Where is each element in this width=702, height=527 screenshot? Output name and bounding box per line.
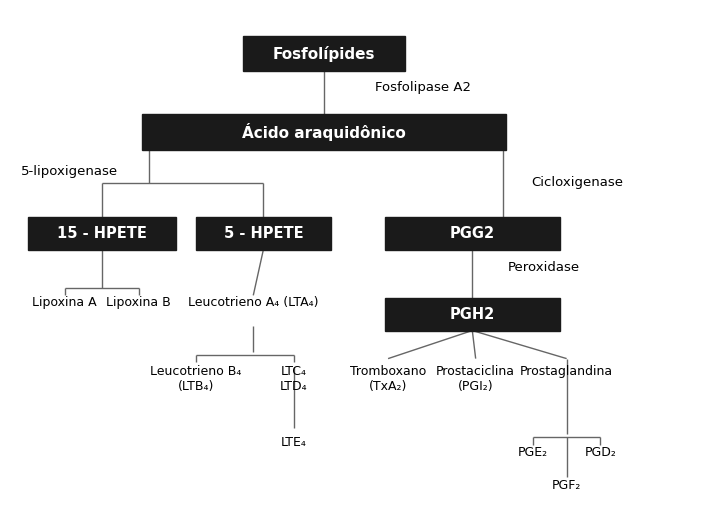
Text: PGD₂: PGD₂ (584, 446, 616, 458)
Text: PGG2: PGG2 (450, 226, 495, 241)
Text: Leucotrieno B₄
(LTB₄): Leucotrieno B₄ (LTB₄) (150, 365, 241, 393)
Text: Tromboxano
(TxA₂): Tromboxano (TxA₂) (350, 365, 426, 393)
FancyBboxPatch shape (27, 217, 176, 250)
FancyBboxPatch shape (385, 298, 560, 330)
Text: Peroxidase: Peroxidase (508, 260, 579, 274)
Text: Ácido araquidônico: Ácido araquidônico (242, 123, 406, 141)
Text: Lipoxina A: Lipoxina A (32, 296, 97, 309)
Text: Lipoxina B: Lipoxina B (106, 296, 171, 309)
Text: LTC₄
LTD₄: LTC₄ LTD₄ (280, 365, 307, 393)
Text: Prostaciclina
(PGI₂): Prostaciclina (PGI₂) (436, 365, 515, 393)
Text: 5-lipoxigenase: 5-lipoxigenase (21, 165, 119, 178)
FancyBboxPatch shape (196, 217, 331, 250)
FancyBboxPatch shape (142, 114, 506, 150)
Text: LTE₄: LTE₄ (281, 435, 307, 448)
Text: 5 - HPETE: 5 - HPETE (223, 226, 303, 241)
Text: PGF₂: PGF₂ (552, 479, 581, 492)
Text: Cicloxigenase: Cicloxigenase (531, 176, 623, 189)
FancyBboxPatch shape (243, 36, 405, 71)
Text: PGH2: PGH2 (450, 307, 495, 321)
Text: 15 - HPETE: 15 - HPETE (57, 226, 147, 241)
Text: PGE₂: PGE₂ (518, 446, 548, 458)
Text: Leucotrieno A₄ (LTA₄): Leucotrieno A₄ (LTA₄) (188, 296, 319, 309)
Text: Fosfolipase A2: Fosfolipase A2 (375, 81, 470, 94)
FancyBboxPatch shape (385, 217, 560, 250)
Text: Prostaglandina: Prostaglandina (520, 365, 614, 378)
Text: Fosfolípides: Fosfolípides (273, 45, 376, 62)
